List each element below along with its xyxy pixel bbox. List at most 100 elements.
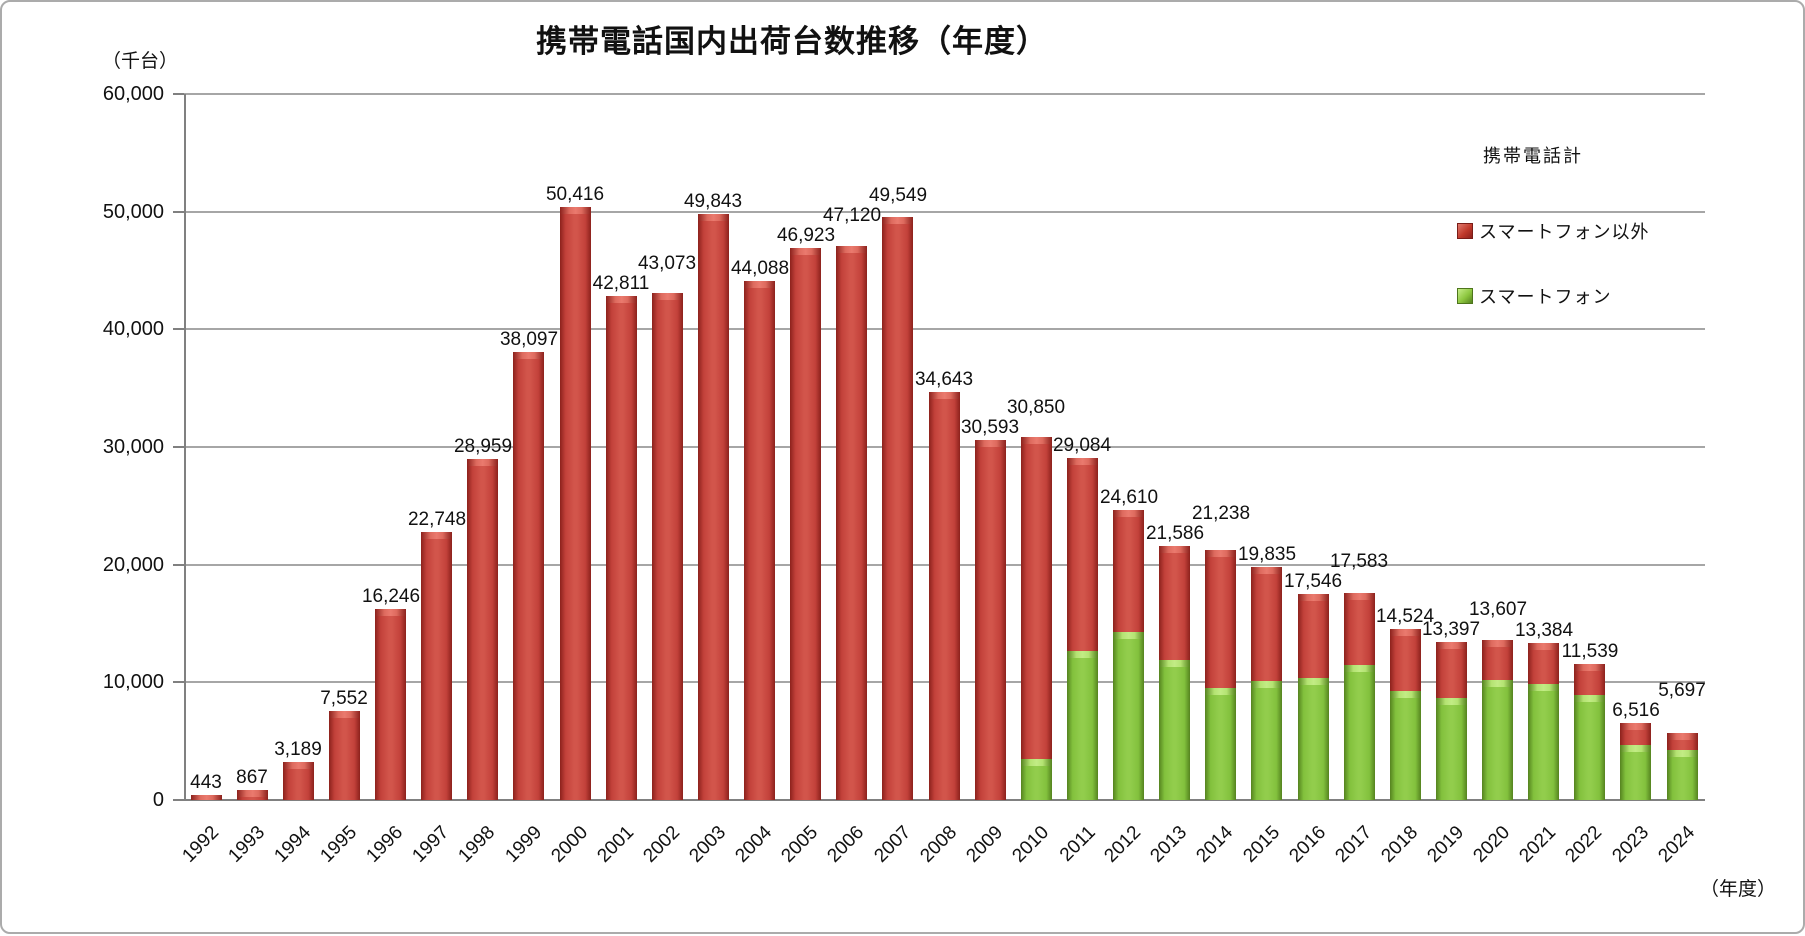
bar-bevel-highlight: [698, 214, 729, 221]
segment-non-smartphone: [467, 459, 498, 800]
segment-non-smartphone: [1390, 629, 1421, 691]
segment-smartphone: [1251, 681, 1282, 800]
bar-bevel-highlight: [1482, 640, 1513, 647]
x-axis-label-2005: 2005: [777, 822, 823, 867]
bar-2001: [606, 296, 637, 800]
x-axis-label-2006: 2006: [823, 822, 869, 867]
bar-bevel-highlight: [790, 248, 821, 255]
bar-bevel-highlight: [882, 217, 913, 224]
bar-bevel-highlight: [1390, 629, 1421, 636]
bar-1996: [375, 609, 406, 800]
bar-bevel-highlight: [1251, 567, 1282, 574]
bar-2006: [836, 246, 867, 800]
bar-2023: [1620, 723, 1651, 800]
data-label-2015: 19,835: [1237, 544, 1297, 565]
bar-2019: [1436, 642, 1467, 800]
data-label-2000: 50,416: [545, 184, 605, 205]
bar-2020: [1482, 640, 1513, 800]
segment-non-smartphone: [1667, 733, 1698, 750]
data-label-2022: 11,539: [1561, 641, 1619, 662]
bar-2015: [1251, 567, 1282, 800]
bar-bevel-highlight: [1159, 546, 1190, 553]
data-label-2010: 30,850: [1006, 397, 1066, 418]
bar-bevel-highlight: [513, 352, 544, 359]
x-axis-label-1999: 1999: [500, 822, 546, 867]
segment-non-smartphone: [1298, 594, 1329, 678]
x-axis-label-2014: 2014: [1192, 822, 1238, 867]
data-label-2001: 42,811: [592, 273, 650, 294]
segment-non-smartphone: [1113, 510, 1144, 632]
bar-bevel-highlight: [1067, 458, 1098, 465]
segment-non-smartphone: [191, 795, 222, 800]
bar-1993: [237, 790, 268, 800]
bar-bevel-highlight: [237, 790, 268, 797]
segment-non-smartphone: [329, 711, 360, 800]
x-axis-label-2007: 2007: [869, 822, 915, 867]
bar-bevel-highlight: [421, 532, 452, 539]
x-axis-label-2011: 2011: [1055, 822, 1100, 866]
x-axis-label-2017: 2017: [1331, 822, 1376, 867]
y-axis-tick-label: 40,000: [102, 318, 164, 341]
bar-bevel-highlight: [1436, 698, 1467, 705]
x-axis-label-2004: 2004: [731, 822, 777, 867]
bar-2010: [1021, 437, 1052, 800]
x-axis-label-2023: 2023: [1607, 822, 1653, 867]
x-axis-label-2013: 2013: [1146, 822, 1192, 867]
x-axis-line: [184, 799, 1705, 801]
bar-bevel-highlight: [467, 459, 498, 466]
bar-bevel-highlight: [1574, 664, 1605, 671]
bar-bevel-highlight: [1021, 759, 1052, 766]
data-label-2023: 6,516: [1612, 700, 1660, 721]
data-label-2016: 17,546: [1283, 571, 1343, 592]
data-label-2014: 21,238: [1191, 503, 1251, 524]
bar-bevel-highlight: [1528, 643, 1559, 650]
bar-2005: [790, 248, 821, 800]
data-label-1996: 16,246: [361, 586, 421, 607]
bar-bevel-highlight: [836, 246, 867, 253]
bar-bevel-highlight: [1482, 680, 1513, 687]
bar-1994: [283, 762, 314, 800]
segment-non-smartphone: [1482, 640, 1513, 680]
y-axis-tick-label: 50,000: [102, 200, 164, 223]
data-label-2024: 5,697: [1658, 680, 1706, 701]
y-axis-line: [184, 94, 186, 800]
chart-title: 携帯電話国内出荷台数推移（年度）: [536, 24, 1048, 59]
bar-bevel-highlight: [560, 207, 591, 214]
segment-non-smartphone: [237, 790, 268, 800]
x-axis-label-1994: 1994: [270, 822, 316, 867]
segment-non-smartphone: [560, 207, 591, 800]
x-axis-label-2024: 2024: [1654, 822, 1699, 867]
x-axis-label-2020: 2020: [1469, 822, 1515, 867]
gridline: [184, 210, 1705, 213]
data-label-2011: 29,084: [1052, 435, 1112, 456]
bar-2000: [560, 207, 591, 800]
segment-smartphone: [1067, 651, 1098, 800]
red-square-icon: [1457, 223, 1473, 239]
x-axis-label-2018: 2018: [1377, 822, 1423, 867]
bar-2008: [929, 392, 960, 800]
bar-1997: [421, 532, 452, 800]
x-axis-label-2009: 2009: [962, 822, 1007, 867]
y-axis-tick-label: 30,000: [102, 436, 164, 458]
bar-bevel-highlight: [1390, 691, 1421, 698]
data-label-2006: 47,120: [822, 205, 882, 226]
y-axis-tick: [173, 328, 184, 331]
segment-smartphone: [1667, 750, 1698, 800]
segment-non-smartphone: [1436, 642, 1467, 698]
segment-non-smartphone: [283, 762, 314, 800]
bar-bevel-highlight: [1067, 651, 1098, 658]
y-axis-tick-label: 10,000: [102, 671, 164, 694]
bar-2016: [1298, 594, 1329, 800]
bar-2012: [1113, 510, 1144, 800]
bar-bevel-highlight: [191, 795, 222, 800]
y-axis-tick-label: 20,000: [102, 553, 164, 576]
bar-bevel-highlight: [1251, 681, 1282, 688]
segment-non-smartphone: [513, 352, 544, 800]
segment-non-smartphone: [1528, 643, 1559, 684]
segment-non-smartphone: [1205, 550, 1236, 688]
data-label-2018: 14,524: [1375, 606, 1435, 627]
segment-non-smartphone: [1021, 437, 1052, 759]
bar-2007: [882, 217, 913, 800]
segment-non-smartphone: [1067, 458, 1098, 651]
